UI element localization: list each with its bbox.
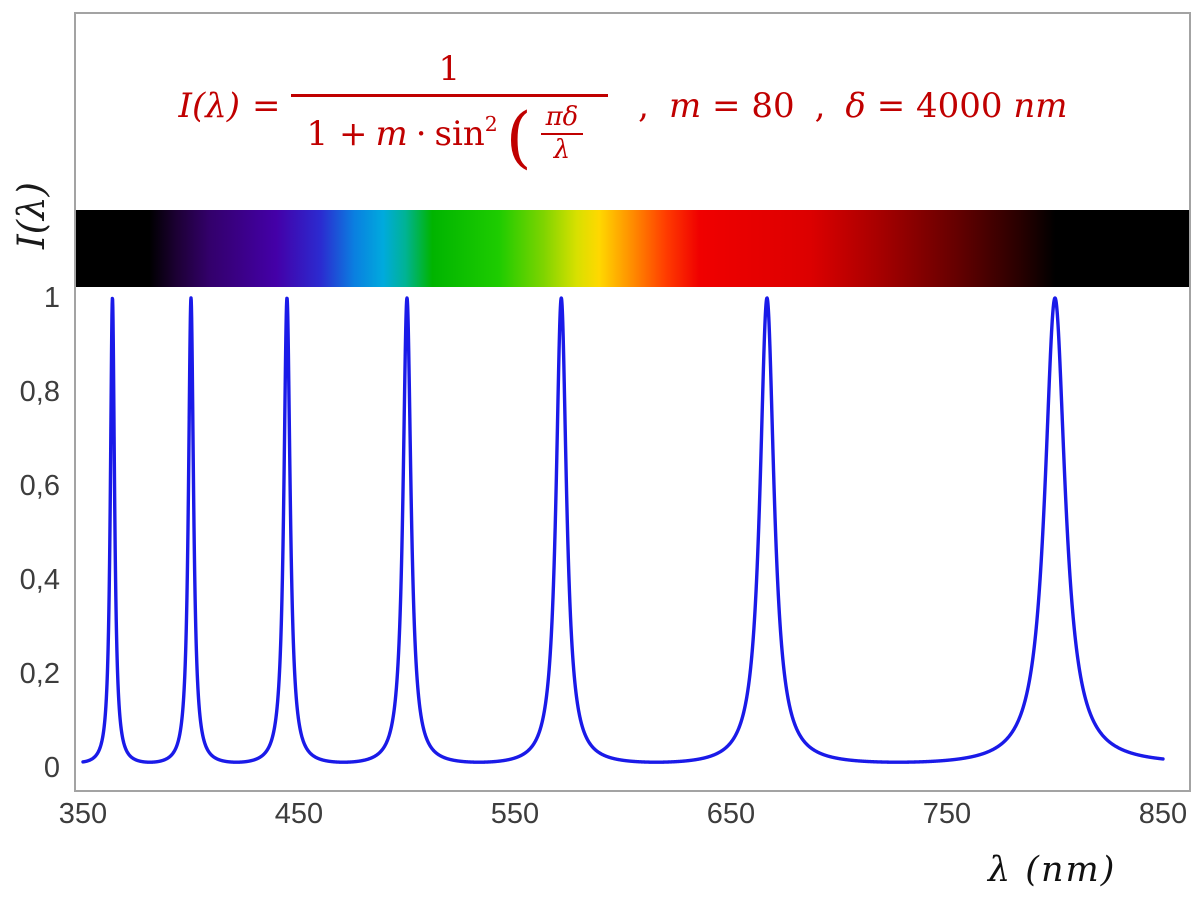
inner-fraction: πδ λ: [540, 102, 584, 165]
x-axis-title: λ (nm): [988, 850, 1117, 890]
inner-denominator: λ: [540, 133, 584, 165]
formula-comma-1: ,: [638, 86, 649, 126]
x-tick-label: 750: [922, 798, 972, 830]
formula: I(λ) = 1 1 + m · sin2 ( πδ λ , m = 80 , …: [90, 26, 1156, 186]
y-tick-label: 1: [43, 282, 60, 314]
main-fraction: 1 1 + m · sin2 ( πδ λ: [290, 47, 609, 170]
param-delta-var: δ: [845, 86, 866, 126]
param-m-value: = 80: [712, 86, 795, 126]
den-one-plus: 1 +: [306, 114, 368, 154]
spectrum-bar: [76, 210, 1189, 287]
param-m: m = 80: [669, 86, 795, 126]
formula-comma-2: ,: [814, 86, 826, 126]
x-tick-labels: 350 450 550 650 750 850: [59, 798, 1187, 838]
sin-text: sin: [434, 114, 485, 154]
fraction-denominator: 1 + m · sin2 ( πδ λ: [290, 94, 609, 170]
y-axis-title: I(λ): [10, 182, 53, 250]
den-m: m: [375, 114, 408, 154]
param-delta: δ = 4000 nm: [845, 86, 1067, 126]
y-tick-label: 0,6: [19, 470, 60, 502]
y-tick-label: 0,2: [19, 658, 60, 690]
intensity-curve: [81, 296, 1165, 764]
x-tick-label: 850: [1138, 798, 1188, 830]
param-delta-unit: nm: [1013, 86, 1068, 126]
x-tick-label: 650: [706, 798, 756, 830]
x-tick-label: 550: [490, 798, 540, 830]
x-tick-label: 450: [274, 798, 324, 830]
y-tick-label: 0,4: [19, 564, 60, 596]
figure-frame: [74, 12, 1191, 792]
param-delta-value: = 4000: [876, 86, 1003, 126]
inner-numerator: πδ: [545, 102, 579, 133]
formula-lhs: I(λ): [178, 86, 241, 126]
den-sin: sin2: [435, 112, 498, 156]
intensity-curve-svg: [81, 296, 1165, 764]
y-tick-labels: 0 0,2 0,4 0,6 0,8 1: [0, 282, 66, 784]
denominator-row: 1 + m · sin2 ( πδ λ: [306, 102, 593, 170]
param-m-var: m: [668, 86, 702, 126]
fraction-numerator: 1: [438, 48, 461, 89]
y-tick-label: 0,8: [19, 376, 60, 408]
y-tick-label: 0: [43, 752, 60, 784]
formula-equals: =: [252, 86, 281, 126]
den-dot: ·: [415, 114, 427, 154]
plot-area: [81, 296, 1165, 768]
x-tick-label: 350: [58, 798, 108, 830]
sin-exponent: 2: [484, 112, 498, 136]
